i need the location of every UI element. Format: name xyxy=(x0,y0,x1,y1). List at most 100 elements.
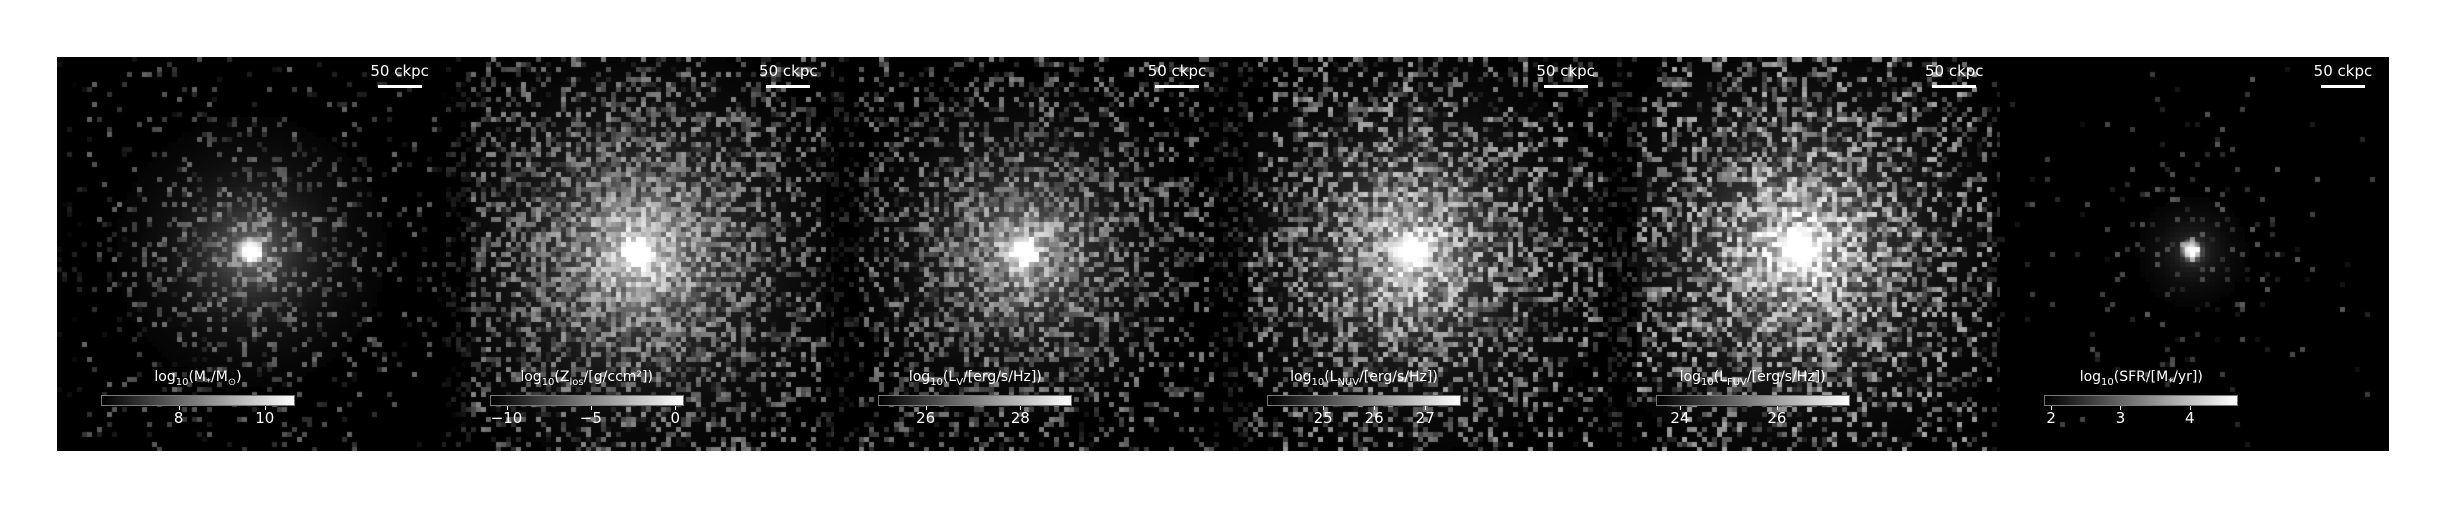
colorbar-label-part: 10 xyxy=(541,376,555,388)
colorbar-gradient xyxy=(1655,394,1850,406)
scalebar-label: 50 ckpc xyxy=(1925,62,1984,80)
galaxy-map-image xyxy=(2000,57,2389,451)
colorbar-tick-label: 4 xyxy=(2185,408,2195,427)
scalebar-line xyxy=(1932,85,1977,88)
scalebar-line xyxy=(2320,85,2365,88)
colorbar-tick-label: 8 xyxy=(173,408,184,427)
colorbar-label-part: ) xyxy=(236,369,242,385)
colorbar-tick-mark xyxy=(1020,405,1022,410)
colorbar-label-part: * xyxy=(2168,376,2174,388)
colorbar-label-part: (SFR/[M xyxy=(2113,369,2169,385)
map-panel-fuv-luminosity: 50 ckpc log10(LFUV/[erg/s/Hz]) 24 26 xyxy=(1611,57,2001,451)
colorbar-label-part: (M xyxy=(188,369,206,385)
colorbar-label: log10(LNUV/[erg/s/Hz]) xyxy=(1267,369,1461,391)
colorbar-tick-label: 25 xyxy=(1313,408,1333,427)
colorbar-label-part: log xyxy=(1290,369,1312,385)
galaxy-map-image xyxy=(834,57,1223,451)
colorbar-label-part: /[g/ccm²] xyxy=(583,369,648,385)
colorbar-gradient xyxy=(101,394,295,406)
colorbar-label-part: * xyxy=(205,376,211,388)
colorbar-tick-label: 26 xyxy=(916,408,936,427)
colorbar-label: log10(M*/M⊙) xyxy=(101,369,295,391)
colorbar-tick-mark xyxy=(264,405,266,410)
colorbar-ticks: −10 −5 0 xyxy=(490,405,684,428)
colorbar-label-part: ) xyxy=(647,369,653,385)
colorbar-label-part: log xyxy=(908,369,931,385)
colorbar-tick-mark xyxy=(1425,405,1427,410)
colorbar-tick-mark xyxy=(925,405,927,410)
colorbar-tick-label: 28 xyxy=(1010,408,1030,427)
colorbar-tick-label: 26 xyxy=(1767,408,1787,427)
colorbar-tick-label: 0 xyxy=(670,408,680,427)
colorbar: log10(LNUV/[erg/s/Hz]) 25 26 27 xyxy=(1266,369,1461,428)
colorbar-tick-mark xyxy=(1776,405,1778,410)
colorbar-gradient xyxy=(1266,394,1461,406)
colorbar-tick-mark xyxy=(1679,405,1681,410)
colorbar-label-part: ⊙ xyxy=(227,376,237,388)
colorbar-label-part: 10 xyxy=(930,376,943,388)
colorbar-label: log10(LV/[erg/s/Hz]) xyxy=(878,369,1072,391)
colorbar-tick-mark xyxy=(590,405,592,410)
colorbar-gradient xyxy=(2044,394,2239,406)
colorbar-tick-mark xyxy=(506,405,508,410)
colorbar-tick-label: 24 xyxy=(1670,408,1690,427)
galaxy-map-image xyxy=(1611,57,2001,451)
map-panel-metallicity: 50 ckpc log10(Zlos/[g/ccm²]) −10 −5 0 xyxy=(445,57,835,451)
colorbar-ticks: 25 26 27 xyxy=(1267,405,1461,428)
colorbar-label-part: /[erg/s/Hz] xyxy=(1359,369,1433,385)
colorbar: log10(Zlos/[g/ccm²]) −10 −5 0 xyxy=(489,369,684,428)
colorbar-tick-mark xyxy=(2189,405,2191,410)
colorbar-label-part: NUV xyxy=(1337,376,1360,388)
colorbar-tick-mark xyxy=(178,405,180,410)
colorbar: log10(LV/[erg/s/Hz]) 26 28 xyxy=(878,369,1073,428)
colorbar: log10(M*/M⊙) 8 10 xyxy=(101,369,295,428)
scalebar-label: 50 ckpc xyxy=(1536,62,1595,80)
colorbar-tick-label: 2 xyxy=(2046,408,2056,427)
colorbar-tick-mark xyxy=(1374,405,1376,410)
colorbar-tick-label: 10 xyxy=(255,408,275,427)
colorbar-label-part: /M xyxy=(210,369,228,385)
galaxy-map-image xyxy=(1222,57,1612,451)
colorbar: log10(LFUV/[erg/s/Hz]) 24 26 xyxy=(1655,369,1850,428)
colorbar-label-part: FUV xyxy=(1726,376,1747,388)
colorbar-label-part: los xyxy=(569,376,584,388)
colorbar-tick-mark xyxy=(675,405,677,410)
colorbar-label-part: log xyxy=(154,369,176,385)
colorbar-label-part: V xyxy=(956,376,964,388)
colorbar-label-part: /[erg/s/Hz] xyxy=(963,369,1037,385)
colorbar-label-part: 10 xyxy=(1311,376,1325,388)
colorbar-ticks: 24 26 xyxy=(1656,405,1850,428)
colorbar-tick-label: 27 xyxy=(1415,408,1435,427)
colorbar-label-part: (L xyxy=(1713,369,1727,385)
colorbar-label-part: ) xyxy=(1432,369,1438,385)
colorbar-tick-mark xyxy=(1323,405,1325,410)
colorbar-tick-mark xyxy=(2120,405,2122,410)
scalebar-line xyxy=(1543,85,1588,88)
colorbar: log10(SFR/[M*/yr]) 2 3 4 xyxy=(2044,369,2239,428)
colorbar-gradient xyxy=(489,394,684,406)
scalebar-line xyxy=(766,85,811,88)
colorbar-label-part: (L xyxy=(1324,369,1338,385)
scalebar-line xyxy=(377,85,422,88)
colorbar-label: log10(SFR/[M*/yr]) xyxy=(2044,369,2238,391)
colorbar-label-part: log xyxy=(2079,369,2102,385)
colorbar-label-part: 10 xyxy=(175,376,189,388)
map-panel-v-band-luminosity: 50 ckpc log10(LV/[erg/s/Hz]) 26 28 xyxy=(834,57,1223,451)
colorbar-gradient xyxy=(878,394,1073,406)
scalebar-label: 50 ckpc xyxy=(759,62,818,80)
map-panel-nuv-luminosity: 50 ckpc log10(LNUV/[erg/s/Hz]) 25 26 27 xyxy=(1222,57,1612,451)
colorbar-label-part: (Z xyxy=(554,369,570,385)
colorbar-ticks: 26 28 xyxy=(878,405,1072,428)
colorbar-label-part: log xyxy=(1679,369,1701,385)
galaxy-map-image xyxy=(445,57,835,451)
colorbar-label: log10(LFUV/[erg/s/Hz]) xyxy=(1656,369,1850,391)
colorbar-ticks: 2 3 4 xyxy=(2044,405,2238,428)
colorbar-label-part: /yr] xyxy=(2173,369,2198,385)
colorbar-tick-label: 26 xyxy=(1364,408,1384,427)
colorbar-ticks: 8 10 xyxy=(101,405,295,428)
colorbar-tick-label: 3 xyxy=(2115,408,2126,427)
scalebar-label: 50 ckpc xyxy=(370,62,429,80)
scalebar-label: 50 ckpc xyxy=(1147,62,1207,80)
colorbar-label-part: /[erg/s/Hz] xyxy=(1746,369,1821,385)
colorbar-label-part: 10 xyxy=(2101,376,2114,388)
